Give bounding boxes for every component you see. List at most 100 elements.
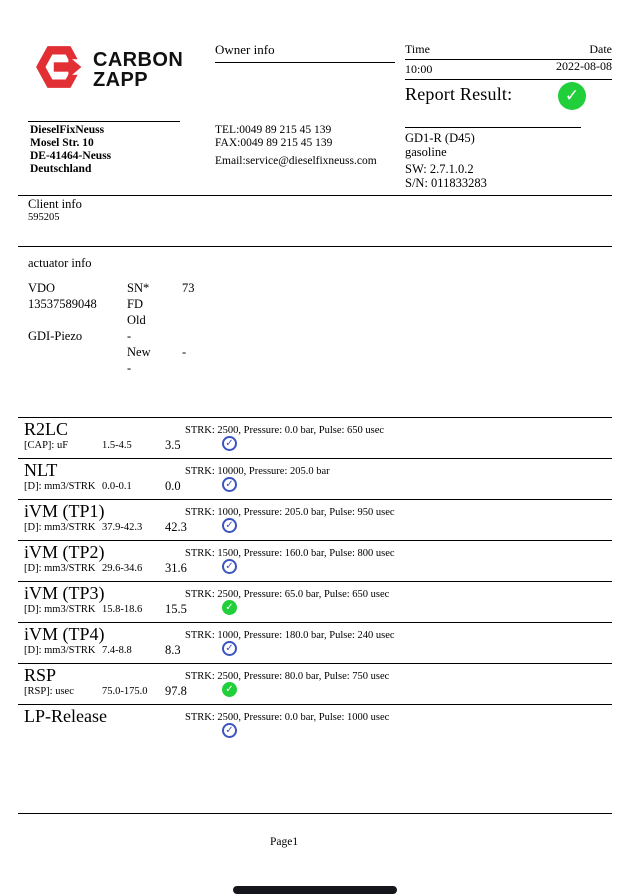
machine-model: GD1-R (D45)	[405, 131, 475, 145]
test-status-check-icon	[222, 600, 237, 615]
actuator-sn-label: SN*	[127, 281, 150, 295]
test-row-nlt: NLT STRK: 10000, Pressure: 205.0 bar [D]…	[18, 458, 612, 499]
owner-contact-block: TEL:0049 89 215 45 139 FAX:0049 89 215 4…	[215, 124, 377, 168]
logo-wordmark: CARBON ZAPP	[93, 50, 183, 90]
test-unit-label: [D]: mm3/STRK	[24, 481, 96, 492]
test-name: iVM (TP2)	[24, 542, 105, 562]
test-range: 1.5-4.5	[102, 440, 132, 451]
page-number-label: Page1	[270, 836, 299, 848]
test-row-ivm-tp2: iVM (TP2) STRK: 1500, Pressure: 160.0 ba…	[18, 540, 612, 581]
date-value: 2022-08-08	[556, 59, 612, 73]
test-unit-label: [D]: mm3/STRK	[24, 522, 96, 533]
test-status-check-icon	[222, 723, 237, 738]
test-row-lp-release: LP-Release STRK: 2500, Pressure: 0.0 bar…	[18, 704, 612, 745]
owner-address-block: DieselFixNeuss Mosel Str. 10 DE-41464-Ne…	[30, 124, 111, 176]
test-unit-label: [CAP]: uF	[24, 440, 69, 451]
actuator-type: GDI-Piezo	[28, 329, 83, 343]
time-date-block: Time Date 10:00 2022-08-08	[405, 42, 612, 80]
test-status-check-icon	[222, 641, 237, 656]
section-divider	[18, 195, 612, 196]
test-unit-label: [D]: mm3/STRK	[24, 645, 96, 656]
test-params: STRK: 1500, Pressure: 160.0 bar, Pulse: …	[185, 548, 395, 559]
test-value: 31.6	[165, 561, 187, 575]
test-name: LP-Release	[24, 706, 107, 726]
test-range: 37.9-42.3	[102, 522, 143, 533]
test-status-check-icon	[222, 477, 237, 492]
time-date-value-row: 10:00 2022-08-08	[405, 59, 612, 80]
test-params: STRK: 2500, Pressure: 65.0 bar, Pulse: 6…	[185, 589, 390, 600]
section-divider	[18, 246, 612, 247]
home-indicator-bar	[233, 886, 397, 894]
test-name: NLT	[24, 460, 58, 480]
test-row-ivm-tp3: iVM (TP3) STRK: 2500, Pressure: 65.0 bar…	[18, 581, 612, 622]
carbon-zapp-hexagon-arrow-icon	[34, 42, 86, 97]
actuator-extra-value: -	[127, 361, 132, 375]
logo-word-zapp: ZAPP	[93, 68, 148, 91]
test-name: R2LC	[24, 419, 69, 439]
date-label: Date	[589, 42, 612, 56]
client-info-heading: Client info	[28, 197, 82, 211]
test-name: iVM (TP4)	[24, 624, 105, 644]
test-row-ivm-tp1: iVM (TP1) STRK: 1000, Pressure: 205.0 ba…	[18, 499, 612, 540]
test-status-check-icon	[222, 559, 237, 574]
test-params: STRK: 1000, Pressure: 205.0 bar, Pulse: …	[185, 507, 395, 518]
machine-divider	[405, 127, 581, 128]
test-range: 75.0-175.0	[102, 686, 148, 697]
machine-software-version: SW: 2.7.1.0.2	[405, 162, 474, 176]
owner-street: Mosel Str. 10	[30, 137, 94, 149]
test-unit-label: [D]: mm3/STRK	[24, 604, 96, 615]
actuator-old-value: -	[127, 329, 132, 343]
test-status-check-icon	[222, 682, 237, 697]
test-row-r2lc: R2LC STRK: 2500, Pressure: 0.0 bar, Puls…	[18, 417, 612, 458]
actuator-old-label: Old	[127, 313, 146, 327]
test-params: STRK: 10000, Pressure: 205.0 bar	[185, 466, 330, 477]
test-status-check-icon	[222, 436, 237, 451]
owner-fax: FAX:0049 89 215 45 139	[215, 137, 333, 149]
test-name: iVM (TP1)	[24, 501, 105, 521]
address-divider	[28, 121, 180, 122]
logo-word-carbon: CARBON	[93, 48, 184, 71]
test-unit-label: [D]: mm3/STRK	[24, 563, 96, 574]
test-value: 8.3	[165, 643, 181, 657]
test-value: 3.5	[165, 438, 181, 452]
machine-serial-number: S/N: 011833283	[405, 176, 487, 190]
actuator-brand: VDO	[28, 281, 56, 295]
carbon-zapp-logo: CARBON ZAPP	[34, 42, 183, 97]
test-status-check-icon	[222, 518, 237, 533]
test-row-ivm-tp4: iVM (TP4) STRK: 1000, Pressure: 180.0 ba…	[18, 622, 612, 663]
test-params: STRK: 2500, Pressure: 0.0 bar, Pulse: 65…	[185, 425, 385, 436]
actuator-fd-label: FD	[127, 297, 143, 311]
test-range: 7.4-8.8	[102, 645, 132, 656]
footer-divider	[18, 813, 612, 814]
report-result-pass-check-icon	[558, 82, 586, 110]
time-value: 10:00	[405, 62, 433, 76]
time-date-header-row: Time Date	[405, 42, 612, 60]
test-value: 0.0	[165, 479, 181, 493]
machine-info-block: GD1-R (D45) gasoline SW: 2.7.1.0.2 S/N: …	[405, 131, 487, 190]
test-value: 42.3	[165, 520, 187, 534]
owner-email: Email:service@dieselfixneuss.com	[215, 155, 377, 167]
owner-info-heading: Owner info	[215, 42, 395, 63]
actuator-new-label: New	[127, 345, 151, 359]
actuator-info-heading: actuator info	[28, 256, 92, 270]
test-range: 29.6-34.6	[102, 563, 143, 574]
owner-city: DE-41464-Neuss	[30, 150, 112, 162]
report-result-label: Report Result:	[405, 84, 513, 104]
actuator-new-value: -	[182, 345, 187, 359]
owner-tel: TEL:0049 89 215 45 139	[215, 124, 332, 136]
test-unit-label: [RSP]: usec	[24, 686, 74, 697]
test-name: iVM (TP3)	[24, 583, 105, 603]
test-params: STRK: 2500, Pressure: 0.0 bar, Pulse: 10…	[185, 712, 390, 723]
test-range: 0.0-0.1	[102, 481, 132, 492]
time-label: Time	[405, 42, 430, 56]
test-params: STRK: 1000, Pressure: 180.0 bar, Pulse: …	[185, 630, 395, 641]
actuator-sn-value: 73	[182, 281, 195, 295]
test-name: RSP	[24, 665, 57, 685]
owner-country: Deutschland	[30, 163, 92, 175]
test-range: 15.8-18.6	[102, 604, 143, 615]
machine-fuel: gasoline	[405, 145, 447, 159]
test-value: 97.8	[165, 684, 187, 698]
owner-name: DieselFixNeuss	[30, 124, 105, 136]
test-params: STRK: 2500, Pressure: 80.0 bar, Pulse: 7…	[185, 671, 390, 682]
